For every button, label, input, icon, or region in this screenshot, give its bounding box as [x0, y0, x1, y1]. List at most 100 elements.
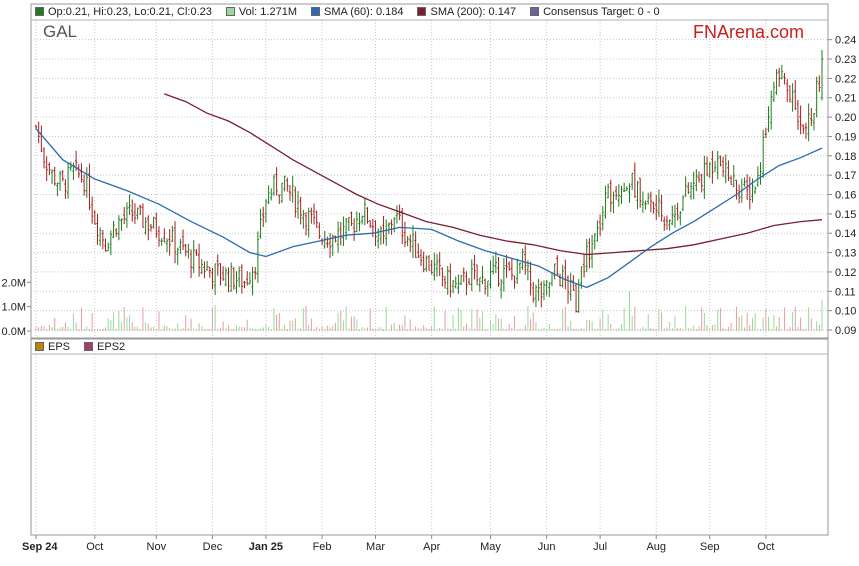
candle	[799, 105, 802, 135]
candle	[90, 196, 94, 224]
price-tick-label: 0.11	[835, 286, 856, 298]
candle	[478, 277, 481, 292]
month-label: Dec	[203, 541, 223, 553]
candle	[144, 217, 147, 235]
price-tick-label: 0.14	[835, 228, 856, 240]
candle	[267, 185, 270, 204]
candle	[470, 259, 473, 292]
candle	[737, 184, 741, 204]
candle	[620, 185, 623, 204]
candle	[344, 218, 348, 240]
month-label: Feb	[313, 541, 332, 553]
candle	[109, 230, 113, 256]
candle	[438, 251, 441, 277]
price-tick-label: 0.10	[835, 306, 856, 318]
candle	[681, 195, 685, 212]
brand-logo-text: FNArena.com	[693, 22, 805, 42]
candle	[467, 278, 471, 285]
candle	[347, 216, 350, 232]
candle	[243, 280, 246, 289]
candle	[163, 228, 166, 243]
candle	[326, 236, 329, 248]
candle	[727, 160, 730, 182]
candle	[419, 249, 423, 267]
candle	[157, 226, 161, 247]
candle	[743, 177, 746, 187]
candle	[288, 185, 292, 201]
candle	[729, 175, 733, 185]
candle	[585, 239, 588, 272]
month-label: Jan 25	[249, 541, 283, 553]
candle	[497, 257, 500, 287]
candle	[802, 124, 805, 134]
legend-swatch	[417, 7, 427, 16]
candle	[147, 215, 150, 241]
candle	[275, 167, 278, 196]
price-tick-label: 0.15	[835, 209, 856, 221]
candle	[753, 186, 757, 194]
candle	[139, 204, 142, 216]
eps-legend: EPS EPS2	[31, 339, 135, 354]
candle	[216, 254, 219, 276]
candle	[219, 263, 222, 286]
price-tick-label: 0.16	[835, 190, 856, 202]
candle	[205, 260, 209, 271]
candle	[120, 218, 123, 231]
candle	[296, 191, 300, 219]
volume-axis-labels: 2.0M 1.0M 0.0M	[2, 277, 31, 338]
candle	[639, 177, 642, 208]
candle	[181, 229, 185, 250]
candle	[98, 227, 102, 247]
candle	[786, 79, 789, 102]
candle	[390, 219, 393, 235]
candle	[759, 162, 762, 185]
month-label: Nov	[147, 541, 167, 553]
candle	[299, 196, 302, 225]
candle	[457, 274, 460, 294]
candle	[657, 189, 661, 218]
candle	[422, 251, 425, 273]
legend-consensus-label: Consensus Target: 0 - 0	[543, 5, 660, 18]
candle	[820, 49, 824, 101]
candle	[606, 183, 610, 199]
candle	[668, 219, 671, 231]
candle	[596, 220, 599, 242]
candle	[556, 255, 559, 276]
candle	[655, 195, 658, 220]
candle	[232, 267, 236, 290]
candle	[732, 165, 735, 187]
candle	[256, 231, 260, 283]
candle	[692, 171, 695, 200]
candle	[125, 202, 129, 228]
candle	[366, 207, 369, 224]
candle	[483, 278, 487, 295]
candle	[106, 242, 110, 252]
price-tick-label: 0.22	[835, 73, 856, 85]
candle	[235, 271, 238, 294]
candle	[441, 267, 444, 287]
candle	[647, 192, 650, 205]
candle	[280, 182, 284, 204]
candle	[213, 263, 217, 296]
candle	[342, 216, 345, 247]
candle	[117, 215, 121, 241]
candle	[617, 184, 621, 207]
candle	[56, 182, 59, 197]
candle	[818, 75, 821, 92]
candle	[641, 191, 645, 213]
month-label: Sep 24	[22, 541, 58, 553]
sma200-line	[164, 93, 823, 256]
candle	[403, 221, 407, 248]
candle	[663, 216, 666, 231]
candle	[294, 186, 297, 218]
candle	[66, 162, 70, 199]
candle	[254, 267, 257, 280]
legend-ohlc: Op:0.21, Hi:0.23, Lo:0.21, Cl:0.23	[35, 6, 212, 18]
month-label: Apr	[423, 541, 440, 553]
price-tick-label: 0.09	[835, 325, 856, 337]
candle	[291, 175, 294, 203]
candle	[708, 162, 711, 178]
legend-sma200-label: SMA (200): 0.147	[430, 5, 517, 18]
volume-bars	[35, 291, 823, 331]
candle	[689, 181, 693, 200]
